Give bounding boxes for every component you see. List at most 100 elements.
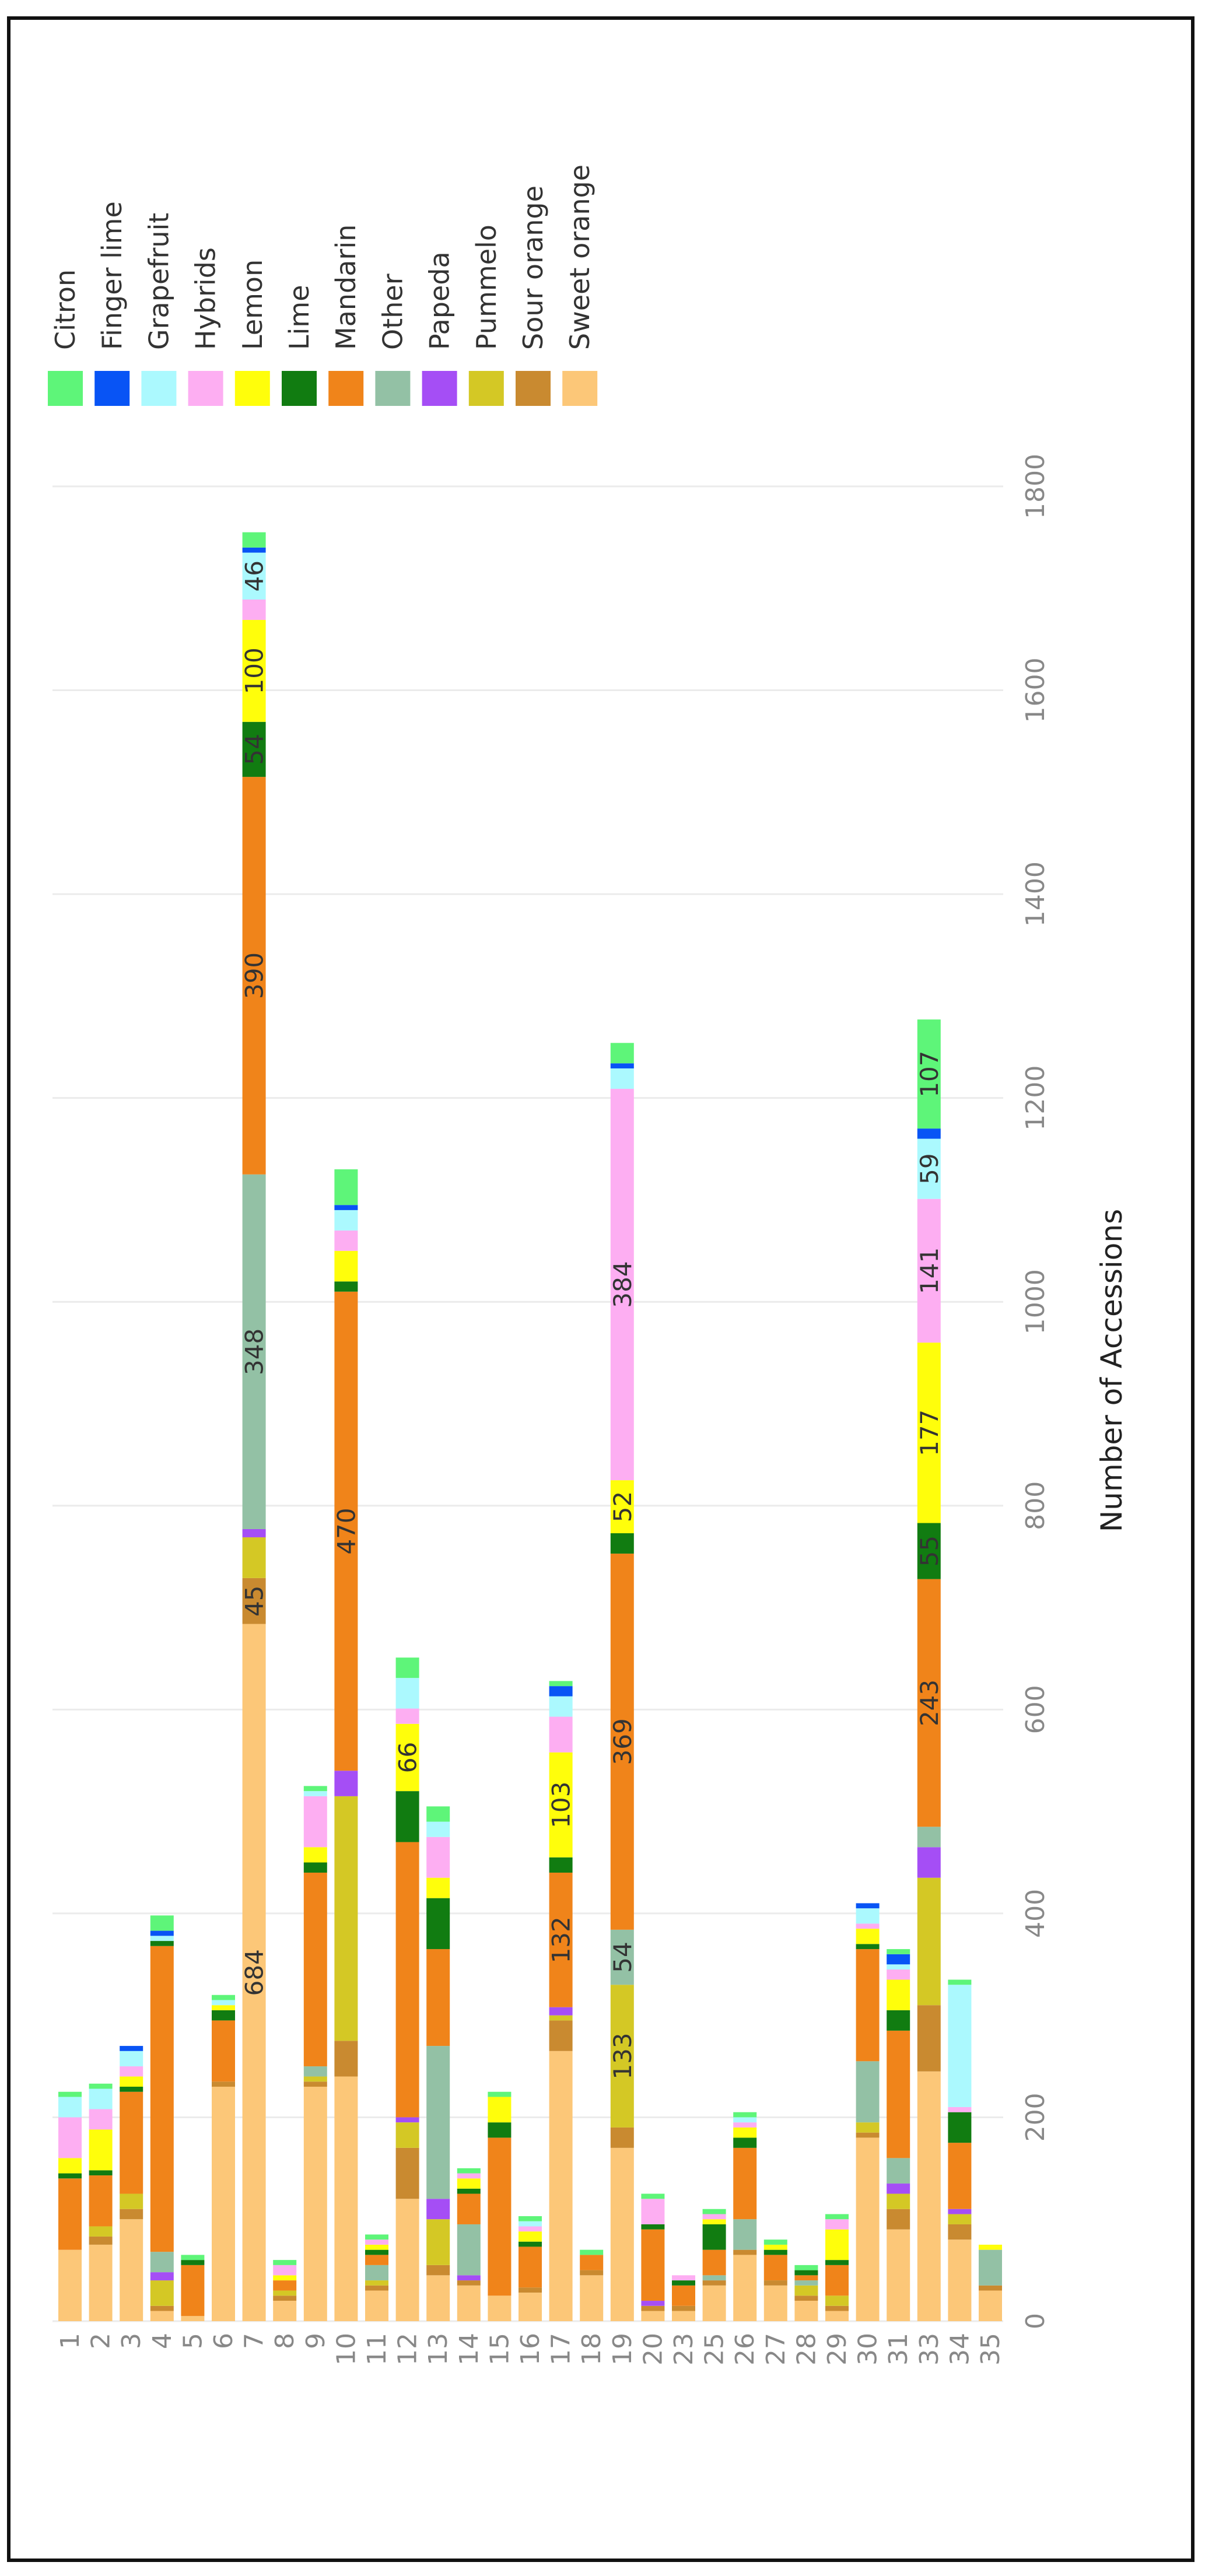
category-label-15: 15 [485,2333,514,2365]
bar-seg-14-sweet-orange [457,2285,481,2321]
category-label-8: 8 [270,2333,300,2349]
category-label-20: 20 [638,2333,668,2365]
data-label-33-55: 55 [915,1536,944,1566]
bar-seg-34-papeda [948,2209,972,2214]
category-label-18: 18 [577,2333,607,2365]
legend-label-papeda: Papeda [424,251,456,350]
bar-seg-13-pummelo [426,2219,450,2265]
bar-seg-11-pummelo [365,2280,388,2286]
data-label-19-133: 133 [608,2032,637,2079]
bar-seg-17-hybrids [549,1716,573,1753]
data-label-10-470: 470 [332,1508,360,1554]
data-label-33-107: 107 [915,1051,944,1098]
bar-seg-33-grapefruit [917,1138,941,1199]
bar-seg-27-mandarin [763,2255,787,2281]
bar-seg-17-grapefruit [549,1696,573,1717]
category-label-26: 26 [730,2333,760,2365]
bar-seg-13-grapefruit [426,1821,450,1837]
data-label-33-141: 141 [915,1247,944,1294]
bar-seg-8-sweet-orange [273,2301,297,2321]
data-label-33-243: 243 [915,1680,944,1726]
bar-seg-7-lime [242,721,266,777]
bar-seg-19-other [610,1929,634,1985]
data-label-17-132: 132 [547,1916,576,1963]
bar-seg-5-mandarin [181,2265,205,2316]
tick-label-1400: 1400 [1021,861,1050,927]
bar-seg-15-lemon [488,2097,512,2123]
bar-seg-29-lemon [825,2229,849,2260]
category-label-34: 34 [945,2333,975,2365]
bar-seg-12-sweet-orange [395,2199,419,2321]
bar-seg-18-mandarin [580,2255,604,2270]
bar-seg-33-mandarin [917,1579,941,1827]
bar-seg-23-sour-orange [672,2305,695,2311]
bar-seg-3-pummelo [120,2193,143,2209]
bar-seg-9-sour-orange [303,2081,327,2087]
bar-seg-34-mandarin [948,2143,972,2209]
data-label-7-54: 54 [240,734,269,765]
bar-seg-3-finger-lime [120,2046,143,2051]
bar-seg-3-lemon [120,2076,143,2087]
bar-seg-1-lime [58,2173,82,2179]
bar-seg-10-lemon [334,1250,358,1282]
bar-seg-10-grapefruit [334,1210,358,1231]
bar-seg-33-sweet-orange [917,2071,941,2321]
bar-seg-4-lime [150,1941,174,1946]
tick-label-1600: 1600 [1021,658,1050,723]
bar-seg-14-lemon [457,2178,481,2189]
bar-seg-13-other [426,2046,450,2199]
legend-swatch-mandarin [328,371,364,406]
bar-seg-16-mandarin [519,2246,542,2288]
bar-seg-14-other [457,2224,481,2276]
bar-seg-9-other [303,2066,327,2077]
bar-seg-9-lemon [303,1847,327,1863]
bar-seg-19-sour-orange [610,2127,634,2148]
data-label-7-684: 684 [240,1949,269,1996]
category-label-12: 12 [393,2333,423,2365]
bar-seg-1-sweet-orange [58,2249,82,2321]
bar-seg-19-grapefruit [610,1068,634,1089]
bar-seg-11-hybrids [365,2239,388,2245]
bar-seg-14-sour-orange [457,2280,481,2286]
data-label-19-369: 369 [608,1718,637,1765]
bar-seg-31-hybrids [887,1969,910,1980]
legend-label-hybrids: Hybrids [190,247,222,350]
bar-seg-28-lime [794,2270,818,2276]
legend: Citron Finger lime Grapefruit Hybrids Lemon L… [48,164,598,406]
bar-seg-4-pummelo [150,2280,174,2306]
data-labels: 684 45 348 390 54 100 46 470 66 132 103 133 54 369 52 3… [240,560,944,2080]
category-label-23: 23 [669,2333,699,2365]
bar-seg-11-sour-orange [365,2285,388,2291]
bar-seg-33-sour-orange [917,2005,941,2072]
category-label-9: 9 [301,2333,331,2349]
bar-seg-6-sour-orange [212,2081,235,2087]
legend-swatch-sour-orange [516,371,551,406]
bar-seg-20-lime [641,2224,665,2230]
bar-seg-15-citron [488,2091,512,2097]
bar-seg-8-pummelo [273,2290,297,2296]
category-label-4: 4 [148,2333,177,2349]
bar-seg-4-finger-lime [150,1930,174,1936]
bar-seg-17-citron [549,1681,573,1687]
bar-seg-13-citron [426,1806,450,1822]
bar-seg-10-hybrids [334,1230,358,1251]
bar-seg-17-sour-orange [549,2020,573,2051]
data-label-7-100: 100 [240,647,269,694]
bar-seg-34-grapefruit [948,1985,972,2107]
bar-seg-4-papeda [150,2272,174,2281]
bar-seg-30-other [856,2061,880,2123]
bar-seg-3-lime [120,2087,143,2092]
bar-seg-23-lime [672,2280,695,2286]
bar-seg-26-lime [733,2137,757,2148]
category-label-30: 30 [853,2333,883,2365]
bar-seg-26-sour-orange [733,2249,757,2255]
category-label-5: 5 [178,2333,208,2349]
bar-seg-19-lime [610,1533,634,1554]
bar-seg-25-sour-orange [702,2280,726,2286]
bar-seg-17-papeda [549,2007,573,2016]
bar-seg-7-other [242,1174,266,1529]
bar-seg-15-lime [488,2122,512,2138]
bar-seg-18-sweet-orange [580,2275,604,2321]
legend-label-mandarin: Mandarin [330,225,362,350]
